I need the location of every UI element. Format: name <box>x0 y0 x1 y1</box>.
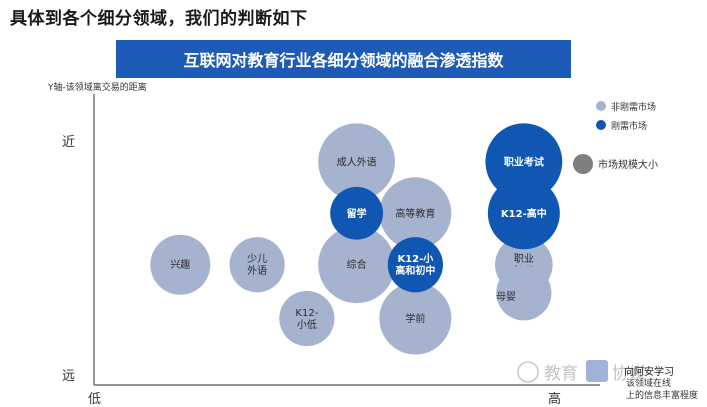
bubble-label: 小低 <box>297 318 317 331</box>
bubble-essential <box>387 237 443 293</box>
bubble-non_essential <box>150 234 211 295</box>
bubble-essential <box>485 123 563 201</box>
x-axis-label: 该领域在线 <box>626 377 671 389</box>
legend-dot-non-essential <box>596 101 606 111</box>
bubble-label: K12- <box>295 308 318 319</box>
bubble-essential <box>330 186 383 240</box>
y-axis-label: Y轴-该领域离交易的距离 <box>47 81 147 93</box>
bubble-label: 高和初中 <box>395 264 435 277</box>
bubble-label: K12-高中 <box>501 207 547 220</box>
chart-title-banner: 互联网对教育行业各细分领域的融合渗透指数 <box>116 40 571 78</box>
annotation-label: 母婴 <box>496 291 516 303</box>
bubble-label: 留学 <box>347 207 367 220</box>
x-axis-label-cont: 上的信息丰富程度 <box>626 389 698 401</box>
bubble-label: 综合 <box>347 258 367 271</box>
legend-dot-essential <box>596 120 606 130</box>
bubble-non_essential <box>379 282 452 355</box>
bubble-label: 高等教育 <box>395 207 435 220</box>
bubble-non_essential <box>379 177 452 250</box>
bubble-essential <box>487 177 560 250</box>
bubble-non_essential <box>318 123 395 201</box>
slide-heading: 具体到各个细分领域，我们的判断如下 <box>10 9 308 29</box>
watermark-chat-icon <box>517 361 539 383</box>
bubble-non_essential <box>279 290 335 347</box>
y-tick-top: 近 <box>62 135 75 150</box>
bubble-label: 少儿 <box>247 253 267 265</box>
legend-label: 刚需市场 <box>611 120 647 132</box>
watermark-brand: 教育 <box>544 364 578 384</box>
bubble-label: 职业考试 <box>504 155 544 168</box>
bubble-label: 成人外语 <box>337 156 377 168</box>
bubble-non_essential <box>318 226 395 304</box>
bubble-label: 兴趣 <box>170 258 190 271</box>
watermark-brand-right: 协媒 <box>612 364 646 384</box>
legend-size-circle <box>573 154 593 174</box>
bubble-non_essential <box>496 265 552 321</box>
x-tick-right: 高 <box>548 391 561 407</box>
watermark-caption: 向阿安学习 <box>624 365 674 378</box>
bubble-label: 学前 <box>405 312 425 325</box>
x-tick-left: 低 <box>88 392 101 407</box>
bubble-non_essential <box>229 237 285 293</box>
bubble-label: 外语 <box>247 265 267 277</box>
watermark-logo-icon <box>586 360 608 382</box>
bubble-label: K12-小 <box>397 252 433 265</box>
legend-size-label: 市场规模大小 <box>598 158 658 171</box>
legend-label: 非刚需市场 <box>611 101 656 113</box>
y-tick-bottom: 远 <box>62 369 75 384</box>
bubble-label: 职业 <box>514 253 534 265</box>
